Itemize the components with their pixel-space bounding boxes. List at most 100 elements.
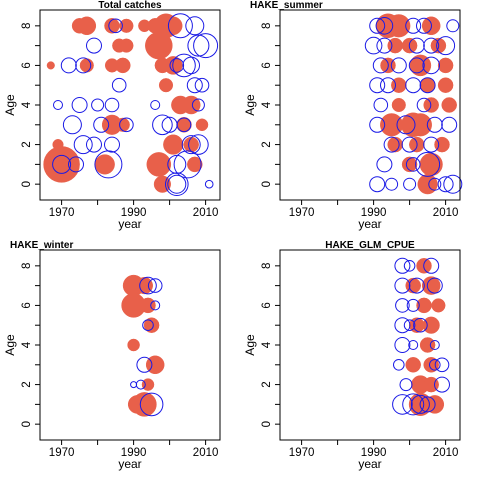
bubble-open — [73, 135, 93, 155]
bubble-open — [111, 77, 127, 93]
bubble-open — [93, 116, 110, 133]
bubble-open — [394, 277, 411, 294]
bubble-open — [167, 154, 187, 174]
bubble-open — [393, 359, 405, 371]
y-axis-label: Age — [243, 94, 257, 116]
bubble-open — [422, 56, 441, 75]
bubble-filled — [132, 392, 157, 417]
y-tick-label: 0 — [261, 421, 273, 427]
bubble-open — [373, 97, 389, 113]
bubble-open — [419, 396, 436, 413]
bubble-open — [372, 57, 389, 74]
bubble-filled — [422, 316, 440, 334]
bubble-open — [376, 37, 393, 54]
bubble-filled — [141, 378, 155, 391]
bubble-open — [173, 150, 202, 179]
bubble-open — [441, 116, 458, 133]
bubble-filled — [46, 61, 55, 70]
bubble-open — [182, 56, 200, 75]
bubble-open — [71, 97, 88, 113]
bubble-open — [434, 376, 450, 393]
bubble-open — [380, 77, 396, 94]
bubble-open — [408, 277, 425, 294]
bubble-filled — [387, 136, 403, 153]
bubble-filled — [119, 18, 134, 33]
bubble-open — [428, 177, 442, 191]
bubble-filled — [181, 95, 201, 115]
bubble-open — [443, 174, 463, 194]
bubble-open — [399, 378, 413, 392]
bubble-open — [167, 13, 193, 39]
bubble-open — [186, 77, 203, 94]
bubble-open — [150, 300, 161, 311]
bubble-filled — [77, 16, 97, 36]
bubble-filled — [104, 18, 120, 34]
bubble-open — [68, 156, 84, 173]
bubble-open — [434, 357, 450, 373]
bubble-open — [403, 260, 416, 272]
bubble-open — [403, 319, 416, 332]
bubble-filled — [187, 156, 203, 173]
bubble-open — [75, 57, 92, 74]
y-tick-label: 2 — [261, 141, 273, 147]
bubble-open — [419, 77, 436, 94]
y-tick-label: 8 — [261, 23, 273, 29]
bubble-open — [181, 135, 201, 155]
x-tick-label: 1970 — [49, 207, 75, 219]
panel-title: Total catches — [98, 0, 162, 11]
bubble-open — [385, 177, 399, 191]
bubble-open — [364, 36, 383, 55]
bubble-open — [423, 37, 440, 54]
bubble-open — [62, 115, 82, 135]
bubble-filled — [423, 357, 439, 373]
y-tick-label: 6 — [261, 62, 273, 68]
bubble-open — [416, 17, 432, 34]
bubble-open — [408, 37, 425, 54]
bubble-open — [150, 100, 161, 110]
panel-title: HAKE_GLM_CPUE — [325, 240, 415, 251]
bubble-open — [161, 116, 178, 133]
bubble-open — [405, 157, 421, 172]
panel-2: HAKE_summer 1970 1990 2010 0 2 4 6 8 year Age — [243, 0, 463, 231]
bubble-filled — [115, 57, 131, 74]
y-tick-label: 0 — [21, 181, 33, 187]
x-axis-label: year — [118, 217, 141, 231]
bubble-open — [369, 17, 386, 34]
bubble-open — [375, 17, 394, 35]
bubble-open — [204, 179, 214, 189]
bubble-open — [436, 36, 456, 56]
bubble-open — [188, 134, 209, 155]
x-tick-label: 1970 — [289, 447, 315, 459]
bubble-open — [139, 392, 164, 417]
bubble-filled — [183, 136, 199, 153]
bubble-filled — [441, 97, 457, 113]
bubble-open — [185, 16, 205, 36]
bubble-filled — [94, 154, 115, 175]
bubble-open — [152, 114, 173, 136]
bubble-open — [53, 100, 63, 110]
bubble-open — [429, 359, 441, 371]
panel-title: HAKE_winter — [10, 240, 73, 251]
y-tick-label: 8 — [21, 23, 33, 29]
bubble-filled — [431, 298, 446, 313]
bubble-open — [369, 116, 386, 133]
y-tick-label: 4 — [261, 341, 273, 348]
bubble-filled — [135, 277, 153, 295]
y-tick-label: 2 — [261, 381, 273, 387]
y-tick-label: 2 — [21, 141, 33, 147]
bubble-open — [383, 136, 400, 153]
bubble-open — [408, 340, 419, 350]
bubble-filled — [391, 97, 406, 113]
bubble-open — [135, 379, 146, 390]
x-tick-label: 1970 — [49, 447, 75, 459]
bubble-open — [394, 257, 411, 274]
bubble-filled — [195, 118, 209, 132]
panel-4: HAKE_GLM_CPUE 1970 1990 2010 0 2 4 6 8 year Age — [243, 240, 461, 471]
x-axis-label: year — [358, 217, 381, 231]
x-tick-label: 2010 — [433, 207, 459, 219]
bubble-open — [91, 98, 105, 112]
bubble-open — [426, 116, 443, 133]
y-tick-label: 4 — [21, 101, 33, 108]
bubble-filled — [140, 297, 156, 314]
